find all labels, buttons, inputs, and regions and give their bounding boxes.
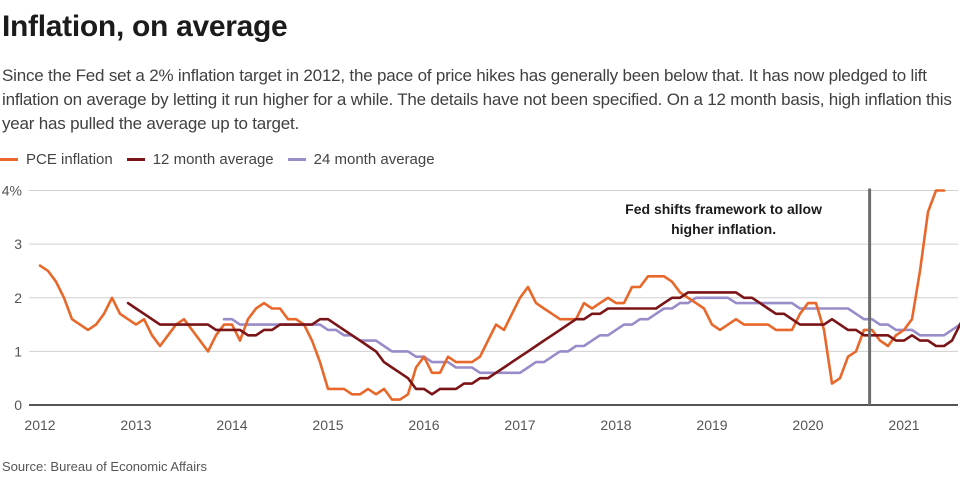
legend: PCE inflation 12 month average 24 month …	[0, 148, 449, 170]
annotation-text: higher inflation.	[671, 221, 776, 237]
y-tick-label: 3	[14, 236, 22, 252]
series-line-pce	[38, 189, 946, 401]
x-tick-label: 2017	[504, 417, 535, 433]
legend-label-12m: 12 month average	[152, 150, 274, 168]
x-tick-label: 2014	[216, 417, 247, 433]
legend-item-24m: 24 month average	[287, 150, 435, 168]
legend-label-pce: PCE inflation	[26, 150, 113, 168]
y-tick-label: 0	[14, 397, 22, 413]
chart-title: Inflation, on average	[2, 10, 288, 43]
y-tick-label: 1	[14, 343, 22, 359]
x-tick-label: 2016	[408, 417, 439, 433]
x-tick-label: 2018	[600, 417, 631, 433]
legend-item-pce: PCE inflation	[0, 151, 113, 168]
legend-swatch-pce	[0, 157, 18, 161]
x-tick-label: 2021	[888, 417, 919, 433]
legend-swatch-24m	[287, 157, 306, 161]
x-tick-label: 2012	[24, 417, 55, 433]
x-axis-ticks: 2012 2013 2014 2015 2016 2017 2018 2019 2020 2021	[24, 417, 919, 433]
y-tick-label: 2	[14, 290, 22, 306]
chart-subtitle: Since the Fed set a 2% inflation target …	[2, 66, 952, 133]
annotation: Fed shifts framework to allow higher infl…	[625, 188, 872, 405]
y-tick-label: 4%	[2, 183, 22, 199]
y-axis-ticks: 0 1 2 3 4%	[2, 183, 22, 414]
series-line-24-month-average	[222, 296, 960, 375]
x-tick-label: 2019	[696, 417, 727, 433]
legend-label-24m: 24 month average	[313, 150, 435, 168]
gridlines	[29, 190, 958, 406]
series-lines	[38, 189, 960, 401]
x-tick-label: 2020	[792, 417, 823, 433]
source-note: Source: Bureau of Economic Affairs	[2, 459, 207, 474]
x-tick-label: 2015	[312, 417, 343, 433]
series-line-12-month-average	[126, 291, 960, 396]
annotation-text: Fed shifts framework to allow	[625, 201, 822, 217]
legend-item-12m: 12 month average	[126, 150, 274, 168]
legend-swatch-12m	[126, 157, 145, 161]
x-tick-label: 2013	[120, 417, 151, 433]
